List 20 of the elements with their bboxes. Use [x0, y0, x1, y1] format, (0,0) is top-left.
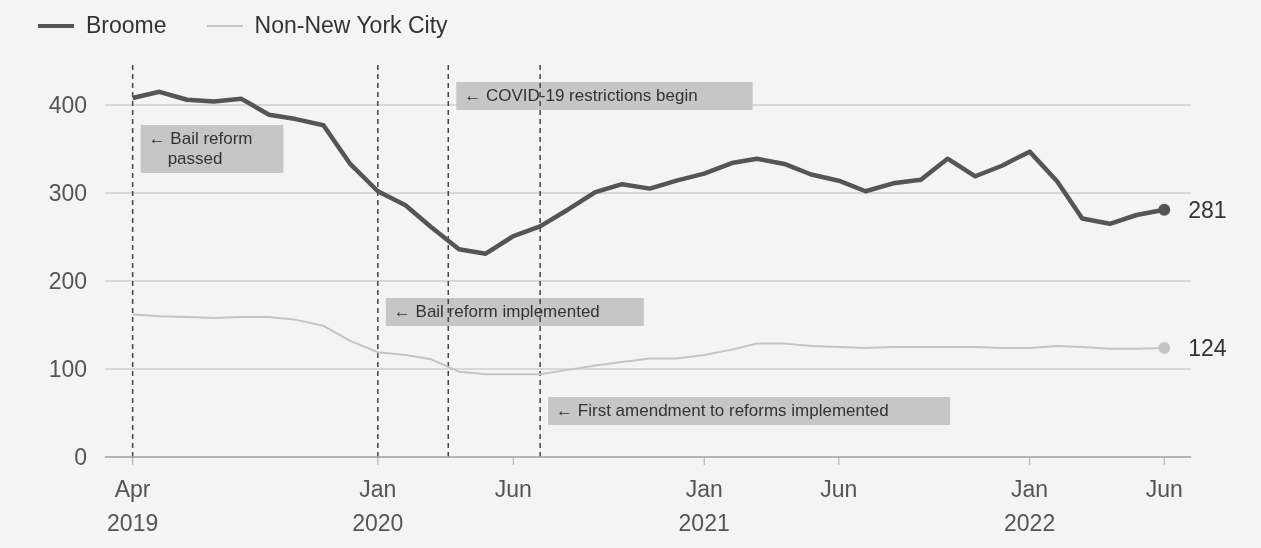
x-tick-label: Jan 2020: [352, 476, 404, 536]
x-tick-label: Jun: [820, 476, 858, 502]
y-tick-label: 400: [48, 92, 87, 119]
data-label: 124: [1188, 334, 1227, 361]
x-tick-label: Apr 2019: [107, 476, 159, 536]
x-tick-label: Jun: [494, 476, 532, 502]
x-tick-label: Jun: [1145, 476, 1183, 502]
y-tick-label: 200: [48, 268, 87, 295]
y-tick-label: 300: [48, 180, 87, 207]
x-tick-label: Jan 2022: [1004, 476, 1056, 536]
data-label: 281: [1188, 196, 1227, 223]
y-tick-label: 100: [48, 356, 87, 383]
legend-label: Broome: [86, 12, 167, 39]
ref-line-label: ← First amendment to reforms implemented: [556, 401, 889, 420]
legend-label: Non-New York City: [254, 12, 448, 39]
ref-line-label: ← Bail reform implemented: [393, 302, 600, 321]
y-tick-label: 0: [74, 444, 87, 471]
ref-line-label: ← COVID-19 restrictions begin: [464, 86, 698, 105]
x-tick-label: Jan 2021: [678, 476, 730, 536]
ref-line-label: ← Bail reform passed: [148, 129, 253, 168]
